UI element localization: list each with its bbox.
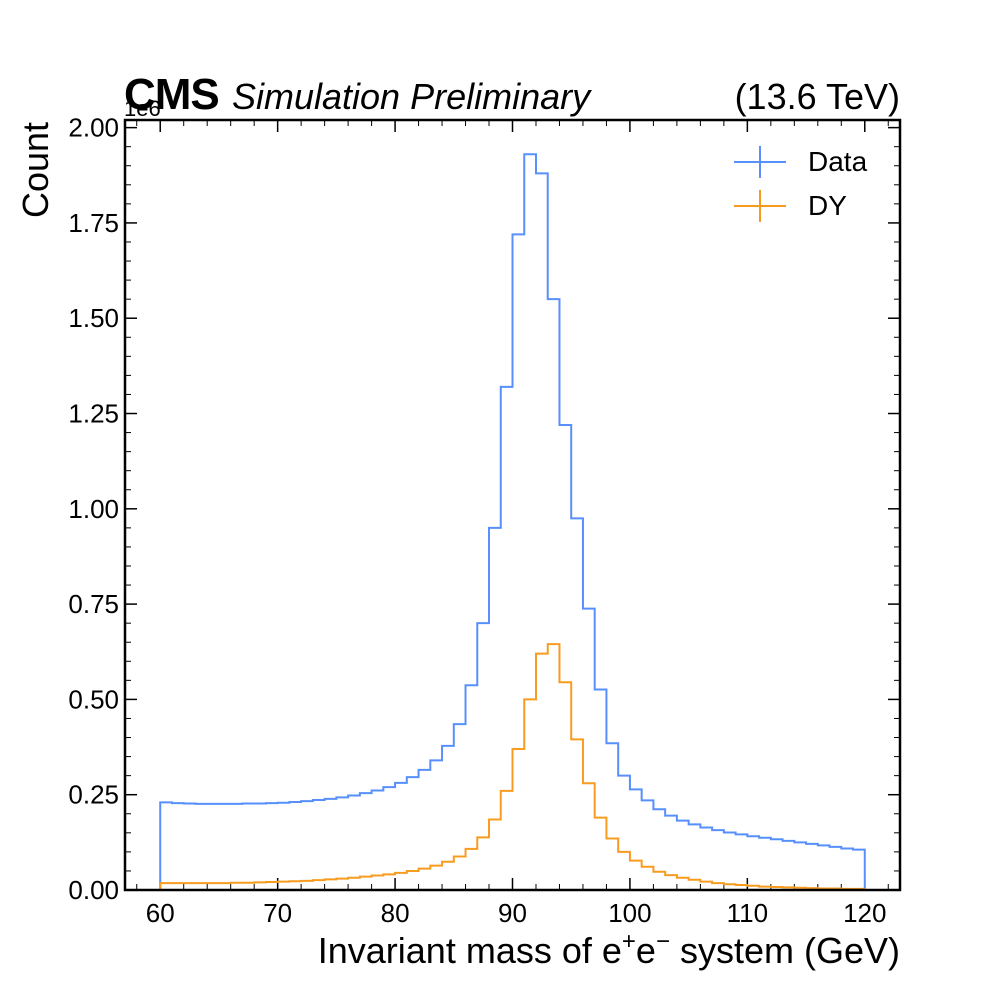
y-tick-label: 0.50 xyxy=(68,684,119,714)
y-tick-label: 0.75 xyxy=(68,589,119,619)
legend-label-data: Data xyxy=(808,146,868,177)
y-tick-label: 0.00 xyxy=(68,875,119,905)
x-tick-label: 70 xyxy=(263,898,292,928)
x-tick-label: 60 xyxy=(146,898,175,928)
x-tick-label: 90 xyxy=(498,898,527,928)
x-axis-title: Invariant mass of e+e− system (GeV) xyxy=(318,928,900,972)
x-axis-title-main: Invariant mass of e xyxy=(317,930,622,971)
x-tick-label: 100 xyxy=(608,898,651,928)
subtitle-label: Simulation Preliminary xyxy=(232,76,591,117)
legend-swatch-data xyxy=(730,140,790,184)
experiment-label: CMS xyxy=(124,70,220,119)
y-offset-exponent: 1e6 xyxy=(124,96,161,121)
y-tick-label: 1.75 xyxy=(68,208,119,238)
y-tick-label: 1.50 xyxy=(68,303,119,333)
y-tick-label: 1.25 xyxy=(68,399,119,429)
y-axis-title: Count xyxy=(15,121,56,219)
x-axis-title-tail: system (GeV) xyxy=(679,930,900,971)
y-tick-label: 0.25 xyxy=(68,780,119,810)
series-step-dy xyxy=(159,643,866,890)
energy-label: (13.6 TeV) xyxy=(734,76,900,117)
legend-item-dy: DY xyxy=(730,184,867,228)
x-axis-title-plus: + xyxy=(621,928,636,955)
y-tick-label: 2.00 xyxy=(68,113,119,143)
plot-frame xyxy=(123,118,902,892)
x-axis-title-e1: e xyxy=(635,930,656,971)
ticks-layer: 60 70 80 90 100 110 120 0.00 0.25 0.50 0.75 1.00 1.2… xyxy=(68,113,900,928)
legend-item-data: Data xyxy=(730,140,867,184)
series-step-data xyxy=(159,153,866,890)
legend-swatch-dy xyxy=(730,184,790,228)
legend: Data DY xyxy=(730,140,867,228)
x-tick-label: 80 xyxy=(381,898,410,928)
y-tick-label: 1.00 xyxy=(68,494,119,524)
legend-label-dy: DY xyxy=(808,190,847,221)
x-tick-label: 120 xyxy=(843,898,886,928)
series-layer xyxy=(159,153,866,890)
x-tick-label: 110 xyxy=(727,898,768,928)
x-axis-title-minus: − xyxy=(655,928,670,955)
